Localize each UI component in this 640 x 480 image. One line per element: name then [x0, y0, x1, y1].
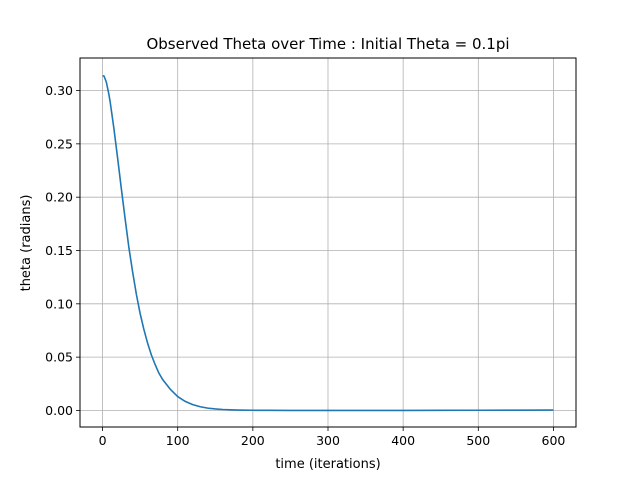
y-axis-label: theta (radians): [19, 195, 34, 292]
y-tick-label: 0.20: [45, 190, 73, 205]
chart-title: Observed Theta over Time : Initial Theta…: [146, 35, 509, 53]
x-tick-label: 300: [316, 433, 340, 448]
x-tick-label: 200: [241, 433, 265, 448]
series-layer: [102, 74, 554, 412]
x-axis: 0 100 200 300 400 500 600: [99, 427, 566, 448]
y-tick-label: 0.05: [45, 350, 73, 365]
series-line: [102, 74, 554, 412]
x-tick-label: 500: [466, 433, 490, 448]
grid: [80, 58, 576, 427]
x-axis-label: time (iterations): [275, 457, 380, 472]
y-tick-label: 0.30: [45, 83, 73, 98]
x-tick-label: 100: [166, 433, 190, 448]
x-tick-label: 600: [542, 433, 566, 448]
y-tick-label: 0.00: [45, 403, 73, 418]
x-tick-label: 0: [99, 433, 107, 448]
x-tick-label: 400: [391, 433, 415, 448]
y-tick-label: 0.15: [45, 243, 73, 258]
y-tick-label: 0.10: [45, 296, 73, 311]
y-axis: 0.00 0.05 0.10 0.15 0.20 0.25 0.30: [45, 83, 80, 418]
y-tick-label: 0.25: [45, 136, 73, 151]
